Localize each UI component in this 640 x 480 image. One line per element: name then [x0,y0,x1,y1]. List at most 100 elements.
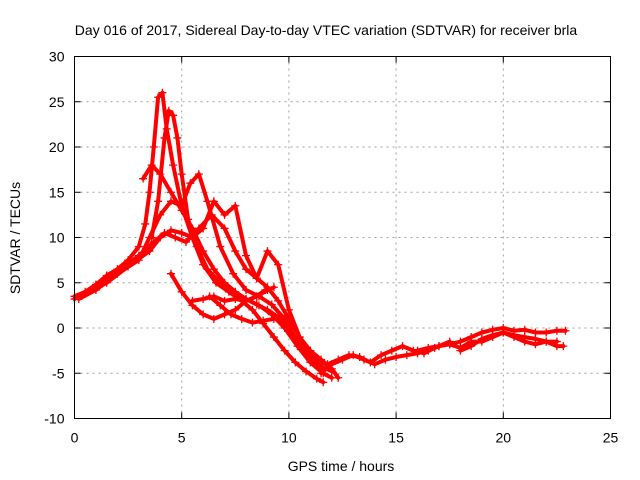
data-point [456,337,465,346]
data-point [392,352,401,361]
series-layer [70,88,570,387]
data-point [280,346,289,355]
data-point [334,373,343,382]
y-tick-label: -10 [44,411,64,427]
y-tick-label: 25 [49,94,65,110]
data-point [220,210,229,219]
data-point [263,305,272,314]
data-point [267,300,276,309]
data-point [199,247,208,256]
series-arc-14 [456,328,561,355]
data-point [510,333,519,342]
data-point [237,314,246,323]
data-point [188,296,197,305]
data-point [166,197,175,206]
y-tick-label: 5 [57,275,65,291]
data-point [317,369,326,378]
data-point [194,170,203,179]
data-point [542,337,551,346]
series-arc-6 [70,210,326,369]
data-point [424,343,433,352]
data-point [207,210,216,219]
data-point [377,351,386,360]
data-point [295,333,304,342]
data-point [154,197,163,206]
series-arc-11 [323,342,439,369]
data-point [252,292,261,301]
data-point [542,328,551,337]
data-point [467,333,476,342]
data-point [344,351,353,360]
x-tick-label: 0 [71,430,79,446]
data-point [231,201,240,210]
data-point [149,143,158,151]
data-point [269,283,278,292]
series-arc-10 [317,337,454,378]
data-point [261,285,270,294]
data-point [323,360,332,369]
data-point [209,314,218,323]
data-point [177,287,186,296]
data-point [561,326,570,335]
y-tick-label: 30 [49,49,65,65]
data-point [160,133,169,142]
y-axis-label: SDTVAR / TECUs [7,182,23,294]
data-point [160,228,169,237]
data-point [220,224,229,233]
series-line [72,212,324,367]
data-point [488,331,497,340]
data-point [456,346,465,355]
data-point [91,283,100,292]
data-point [173,133,182,142]
data-point [398,342,407,351]
x-tick-label: 20 [496,430,512,446]
series-line [72,90,326,385]
data-point [274,296,283,305]
data-point [252,300,261,309]
data-point [171,233,180,242]
data-point [445,340,454,349]
data-point [158,88,167,97]
data-point [227,310,236,319]
x-tick-label: 10 [281,430,297,446]
data-point [113,267,122,276]
data-point [291,358,300,367]
data-point [402,351,411,360]
data-point [248,305,257,314]
data-point [145,233,154,242]
data-point [413,346,422,355]
data-point [520,337,529,346]
x-tick-label: 25 [603,430,619,446]
y-tick-label: 0 [57,320,65,336]
data-point [166,226,175,235]
data-point [177,170,186,179]
data-point [284,305,293,314]
data-point [319,378,328,387]
data-point [141,219,150,228]
data-point [186,179,195,188]
data-point [164,106,173,115]
data-point [531,340,540,349]
series-arc-9 [205,292,278,327]
data-point [312,374,321,383]
data-point [231,287,240,296]
data-point [274,260,283,269]
data-point [381,355,390,364]
data-point [149,238,158,247]
data-point [156,210,165,219]
data-point [269,333,278,342]
data-point [154,93,163,102]
data-point [434,342,443,351]
data-point [552,337,561,346]
data-point [209,265,218,274]
data-point [169,111,178,120]
chart-title: Day 016 of 2017, Sidereal Day-to-day VTE… [75,22,578,38]
data-point [134,242,143,251]
series-line [458,330,559,353]
data-point [387,346,396,355]
y-tick-label: 20 [49,139,65,155]
data-point [216,301,225,310]
data-point [499,328,508,337]
data-point [531,328,540,337]
data-point [181,238,190,247]
